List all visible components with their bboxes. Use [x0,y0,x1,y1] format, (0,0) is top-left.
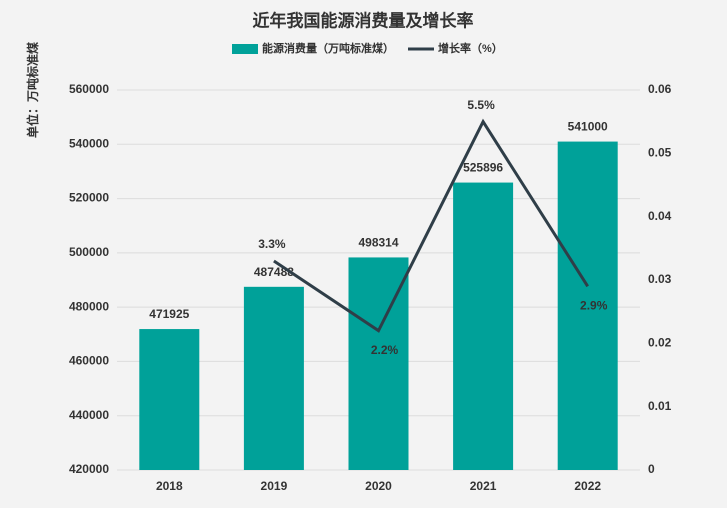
bar-value-label: 471925 [149,307,189,321]
bar [139,329,200,470]
y2-tick-label: 0.01 [648,399,672,413]
y-tick-label: 460000 [69,354,109,368]
y2-tick-label: 0.04 [648,209,672,223]
bar-value-label: 525896 [463,161,503,175]
chart-title: 近年我国能源消费量及增长率 [253,10,474,30]
y-tick-label: 440000 [69,408,109,422]
line [273,118,589,333]
x-tick-label: 2022 [574,479,601,493]
legend-label: 增长率（%） [438,41,503,55]
x-tick-label: 2019 [261,479,288,493]
y2-tick-label: 0.05 [648,146,672,160]
x-tick-label: 2020 [365,479,392,493]
line-value-label: 2.9% [580,299,608,313]
y2-tick-label: 0 [648,462,655,476]
y2-tick-label: 0.03 [648,272,672,286]
legend-label: 能源消费量（万吨标准煤） [262,41,394,55]
line-value-label: 2.2% [371,343,399,357]
bar [453,182,514,470]
y-tick-label: 500000 [69,245,109,259]
line-value-label: 5.5% [467,98,495,112]
y-tick-label: 480000 [69,299,109,313]
y-tick-label: 420000 [69,462,109,476]
bar [557,141,618,471]
x-tick-label: 2018 [156,479,183,493]
y-axis-label: 单位：万吨标准煤 [25,42,40,138]
bar [243,286,304,470]
y2-tick-label: 0.06 [648,82,672,96]
legend-swatch [232,44,258,54]
y-tick-label: 540000 [69,136,109,150]
line-value-label: 3.3% [258,237,286,251]
x-tick-label: 2021 [470,479,497,493]
y-tick-label: 520000 [69,191,109,205]
bar-value-label: 498314 [358,236,398,250]
y-tick-label: 560000 [69,82,109,96]
y2-tick-label: 0.02 [648,336,672,350]
bar-value-label: 541000 [568,120,608,134]
